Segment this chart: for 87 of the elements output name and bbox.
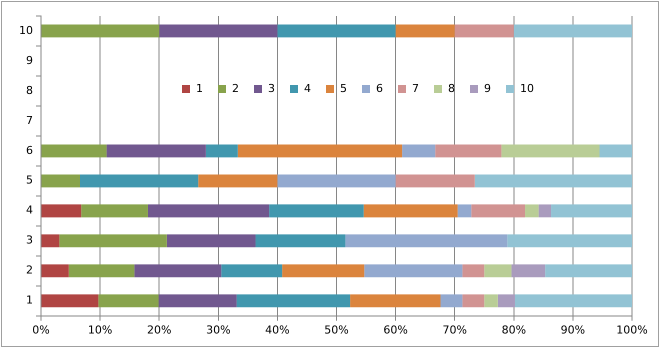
bar — [41, 144, 107, 158]
bar — [364, 204, 458, 218]
bar — [458, 204, 472, 218]
x-tick-label: 90% — [560, 323, 586, 336]
bar — [498, 294, 515, 308]
bar — [166, 234, 256, 248]
y-tick-label: 8 — [26, 84, 33, 97]
bar — [545, 264, 632, 278]
bar — [538, 204, 552, 218]
bar — [238, 144, 402, 158]
bar — [221, 264, 282, 278]
bar — [98, 294, 159, 308]
bar — [80, 174, 198, 188]
bar — [198, 174, 278, 188]
bar — [148, 204, 270, 218]
x-tick-label: 30% — [206, 323, 231, 336]
bar — [551, 204, 632, 218]
legend-label: 3 — [268, 82, 275, 95]
bar — [41, 24, 160, 38]
bar — [462, 264, 484, 278]
bar — [277, 174, 396, 188]
legend-label: 5 — [340, 82, 347, 95]
y-tick-label: 10 — [18, 24, 33, 37]
bar — [206, 144, 238, 158]
legend-label: 4 — [304, 82, 311, 95]
bar — [41, 234, 60, 248]
bar — [474, 174, 632, 188]
x-tick-label: 70% — [442, 323, 467, 336]
x-tick-label: 20% — [146, 323, 172, 336]
x-tick-label: 60% — [383, 323, 408, 336]
bar — [471, 204, 526, 218]
bar — [501, 144, 600, 158]
bar — [350, 294, 441, 308]
bar — [41, 204, 82, 218]
bar — [507, 234, 632, 248]
y-tick-label: 3 — [26, 234, 33, 247]
bar — [269, 204, 364, 218]
bar — [396, 24, 455, 38]
bar — [59, 234, 167, 248]
bar — [345, 234, 508, 248]
y-tick-label: 4 — [26, 204, 33, 217]
legend-label: 9 — [484, 82, 491, 95]
x-tick-label: 40% — [265, 323, 290, 336]
x-tick-label: 0% — [32, 323, 50, 336]
bar — [462, 294, 484, 308]
y-tick-label: 7 — [26, 114, 33, 127]
bar — [106, 144, 206, 158]
bar — [256, 234, 346, 248]
bar — [435, 144, 502, 158]
bar — [282, 264, 364, 278]
x-tick-label: 50% — [324, 323, 349, 336]
y-tick-label: 1 — [26, 294, 33, 307]
bar — [484, 294, 498, 308]
bar — [396, 174, 475, 188]
bar — [525, 204, 539, 218]
y-tick-label: 2 — [26, 264, 33, 277]
bar — [236, 294, 350, 308]
bar — [599, 144, 632, 158]
legend-label: 2 — [232, 82, 239, 95]
x-tick-label: 80% — [502, 323, 526, 336]
legend-label: 6 — [376, 82, 383, 95]
bar — [514, 24, 632, 38]
x-tick-label: 100% — [616, 323, 648, 336]
bar — [134, 264, 222, 278]
bar — [402, 144, 436, 158]
bar — [484, 264, 512, 278]
bar — [158, 294, 237, 308]
y-tick-label: 9 — [26, 54, 33, 67]
y-tick-label: 5 — [26, 174, 33, 187]
bar — [41, 264, 69, 278]
bar — [454, 24, 514, 38]
bar — [511, 264, 546, 278]
bar — [81, 204, 148, 218]
bar — [440, 294, 462, 308]
bar — [41, 174, 80, 188]
bar — [514, 294, 632, 308]
bar — [364, 264, 462, 278]
legend-label: 1 — [196, 82, 203, 95]
bar — [68, 264, 134, 278]
legend-label: 7 — [412, 82, 419, 95]
bar — [41, 294, 98, 308]
bar — [159, 24, 278, 38]
legend-label: 10 — [520, 82, 534, 95]
legend-label: 8 — [448, 82, 455, 95]
y-tick-label: 6 — [26, 144, 33, 157]
x-tick-label: 10% — [88, 323, 112, 336]
bar — [277, 24, 396, 38]
